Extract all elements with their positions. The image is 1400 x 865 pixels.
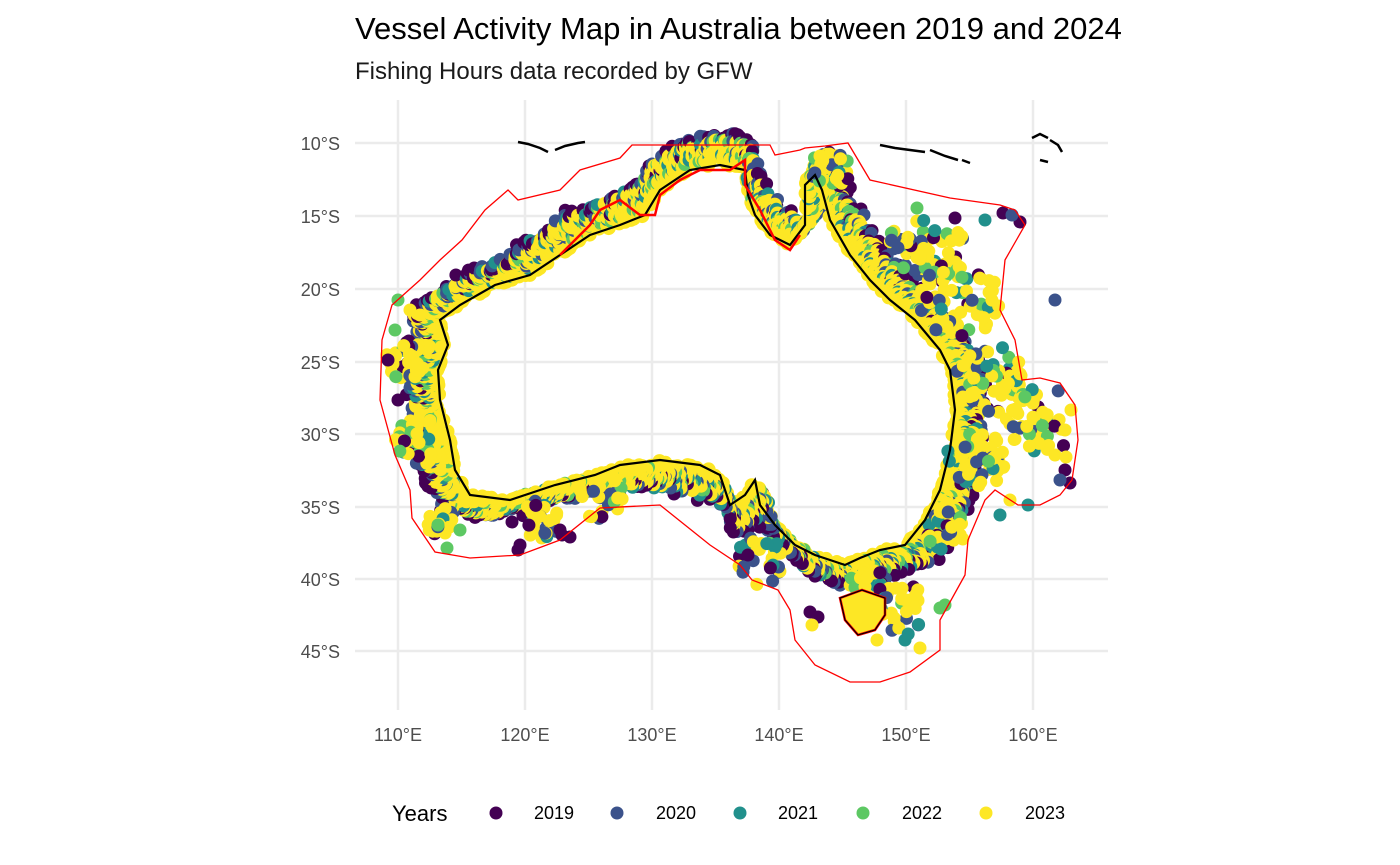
fishing-point (996, 341, 1009, 355)
fishing-point (945, 283, 959, 297)
fishing-point (955, 329, 969, 343)
fishing-point (760, 177, 774, 191)
fishing-point (963, 349, 977, 363)
graticule (355, 100, 1108, 710)
fishing-point (1007, 433, 1021, 446)
fishing-point (941, 246, 955, 260)
fishing-point (923, 268, 936, 282)
fishing-point (522, 518, 536, 532)
map-title: Vessel Activity Map in Australia between… (355, 11, 1122, 46)
fishing-point (723, 512, 737, 526)
fishing-point (900, 605, 913, 619)
fishing-point (980, 359, 994, 373)
fishing-point (723, 521, 737, 535)
map-subtitle: Fishing Hours data recorded by GFW (355, 58, 753, 85)
fishing-point (909, 587, 923, 601)
fishing-point (449, 268, 463, 282)
fishing-point (934, 302, 948, 316)
fishing-point (424, 447, 438, 461)
fishing-point (1001, 376, 1015, 390)
fishing-point (962, 467, 975, 481)
fishing-point (608, 474, 622, 488)
fishing-point (941, 505, 955, 519)
fishing-point (967, 371, 981, 385)
fishing-point (955, 270, 969, 284)
fishing-point (573, 483, 587, 497)
fishing-point (932, 553, 946, 566)
fishing-point (860, 571, 874, 585)
fishing-point (972, 479, 986, 493)
fishing-point (435, 428, 448, 442)
fishing-point (923, 534, 937, 548)
fishing-point (397, 339, 411, 353)
fishing-point (929, 323, 943, 337)
fishing-point (940, 319, 954, 333)
fishing-point (995, 445, 1009, 459)
fishing-point (538, 526, 552, 540)
fishing-point (934, 542, 948, 556)
fishing-point (898, 593, 912, 607)
fishing-point (529, 498, 543, 512)
fishing-point (944, 234, 958, 248)
fishing-point (1006, 403, 1019, 417)
fishing-point (953, 517, 967, 531)
fishing-point (992, 299, 1006, 313)
fishing-point (917, 214, 931, 227)
fishing-point (410, 427, 424, 441)
fishing-point (1020, 419, 1034, 433)
fishing-point (389, 370, 403, 384)
fishing-point (913, 250, 927, 264)
fishing-point (985, 284, 999, 298)
fishing-point (965, 387, 978, 401)
fishing-point (912, 618, 926, 631)
fishing-point (928, 224, 942, 238)
fishing-point (982, 454, 995, 468)
fishing-point (1035, 419, 1049, 433)
fishing-point (958, 440, 972, 454)
fishing-point (965, 293, 979, 307)
fishing-activity-points (380, 127, 1078, 655)
fishing-point (982, 404, 996, 418)
fishing-point (1006, 420, 1020, 434)
fishing-point (423, 414, 437, 427)
fishing-point (936, 265, 950, 279)
fishing-point (920, 290, 934, 304)
fishing-point (585, 510, 598, 524)
fishing-point (897, 261, 910, 275)
fishing-point (611, 491, 625, 505)
fishing-point (542, 514, 556, 528)
fishing-point (987, 384, 1001, 398)
fishing-point (1022, 439, 1036, 453)
fishing-point (977, 311, 991, 325)
fishing-point (973, 271, 987, 285)
fishing-point (873, 566, 887, 580)
fishing-point (1018, 390, 1032, 404)
